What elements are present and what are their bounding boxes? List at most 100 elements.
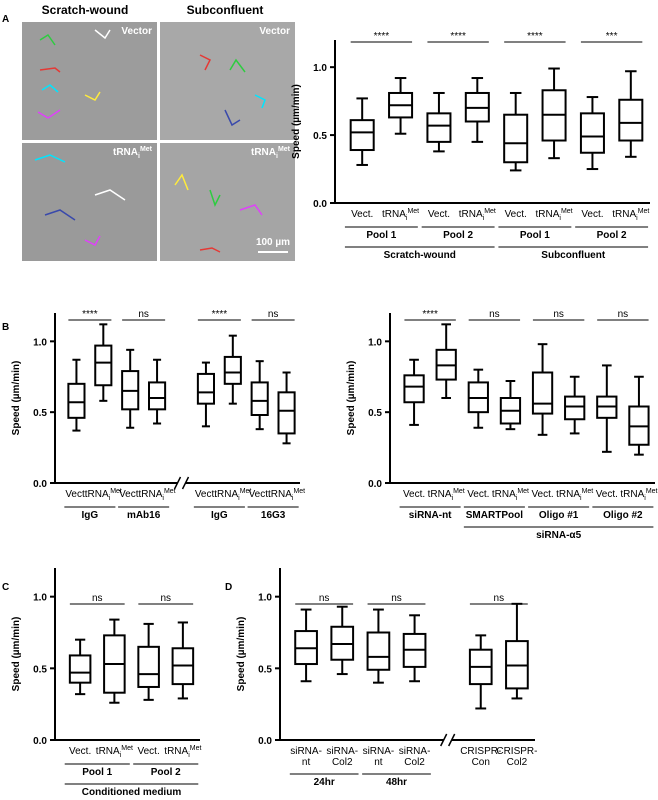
label-part: i bbox=[452, 495, 454, 502]
y-tick-label: 0.5 bbox=[368, 408, 382, 419]
label-line: siRNA- bbox=[363, 746, 395, 757]
label-part: i bbox=[406, 215, 408, 222]
label-part: i bbox=[188, 752, 190, 759]
micrograph bbox=[22, 143, 157, 261]
label-line: Col2 bbox=[332, 757, 353, 768]
box bbox=[403, 374, 425, 404]
y-tick-label: 1.0 bbox=[33, 593, 47, 604]
x-tick-label: tRNAiMet bbox=[459, 208, 496, 222]
x-tick-label: Vect. bbox=[505, 209, 527, 220]
label-part: Met bbox=[278, 146, 291, 153]
label-part: tRNA bbox=[556, 489, 580, 500]
x-tick-label: tRNAiMet bbox=[535, 208, 572, 222]
group-label: IgG bbox=[211, 510, 228, 521]
panel-letter: B bbox=[2, 322, 9, 333]
box bbox=[148, 381, 167, 411]
x-tick-label: Vect. bbox=[351, 209, 373, 220]
label-part: tRNA bbox=[96, 746, 120, 757]
box bbox=[196, 372, 215, 405]
label-line: siRNA- bbox=[399, 746, 431, 757]
micrograph bbox=[160, 22, 295, 140]
label-part: Met bbox=[110, 488, 122, 495]
label-part: tRNA bbox=[138, 489, 162, 500]
label-line: Col2 bbox=[404, 757, 425, 768]
group-label: Oligo #1 bbox=[539, 510, 579, 521]
box bbox=[67, 382, 86, 419]
label-part: tRNA bbox=[492, 489, 516, 500]
label-line: siRNA- bbox=[326, 746, 358, 757]
label-part: tRNA bbox=[382, 209, 406, 220]
box bbox=[68, 654, 92, 684]
label-part: tRNA bbox=[251, 147, 276, 158]
supergroup-label: Subconfluent bbox=[541, 250, 606, 261]
y-tick-label: 0.0 bbox=[368, 479, 382, 490]
label-part: i bbox=[292, 495, 294, 502]
cell-tracks bbox=[34, 29, 266, 253]
label-part: tRNA bbox=[85, 489, 109, 500]
label-line: nt bbox=[374, 757, 383, 768]
box bbox=[349, 119, 375, 152]
y-tick-label: 0.0 bbox=[313, 199, 327, 210]
label-part: Met bbox=[638, 208, 650, 215]
group-label: siRNA-nt bbox=[409, 510, 452, 521]
row-label: tRNAiMet bbox=[251, 146, 291, 160]
column-label: Scratch-wound bbox=[42, 3, 129, 17]
group-label: 48hr bbox=[386, 777, 407, 788]
box bbox=[531, 371, 554, 415]
group-label: SMARTPool bbox=[466, 510, 523, 521]
x-tick-label: tRNAiMet bbox=[268, 488, 305, 502]
micrographs: Scratch-wound Subconfluent Vector Vector… bbox=[22, 3, 295, 261]
x-tick-label: tRNAiMet bbox=[164, 745, 201, 759]
label-part: tRNA bbox=[428, 489, 452, 500]
y-tick-label: 0.5 bbox=[33, 664, 47, 675]
significance-label: ns bbox=[160, 593, 171, 604]
significance-label: ns bbox=[391, 593, 402, 604]
x-tick-label: Vect. bbox=[581, 209, 603, 220]
label-part: Met bbox=[240, 488, 252, 495]
x-tick-label: Vect. bbox=[69, 746, 91, 757]
row-label: Vector bbox=[121, 26, 152, 37]
label-line: Con bbox=[472, 757, 490, 768]
significance-label: ns bbox=[268, 309, 279, 320]
significance-label: ns bbox=[494, 593, 505, 604]
significance-label: ns bbox=[489, 309, 500, 320]
y-tick-label: 0.0 bbox=[33, 736, 47, 747]
box bbox=[564, 395, 586, 421]
panel-letter: C bbox=[2, 582, 9, 593]
scale-bar-label: 100 µm bbox=[256, 237, 290, 248]
x-tick-label: CRISPR-Con bbox=[460, 746, 501, 768]
label-part: i bbox=[483, 215, 485, 222]
label-part: Met bbox=[407, 208, 419, 215]
label-part: tRNA bbox=[164, 746, 188, 757]
label-line: siRNA- bbox=[290, 746, 322, 757]
label-part: i bbox=[516, 495, 518, 502]
label-part: i bbox=[636, 215, 638, 222]
group-label: 24hr bbox=[314, 777, 335, 788]
box bbox=[366, 631, 391, 671]
significance-label: *** bbox=[606, 31, 618, 42]
x-tick-label: Vect. bbox=[119, 489, 141, 500]
x-tick-label: Vect. bbox=[428, 209, 450, 220]
label-part: Met bbox=[561, 208, 573, 215]
group-label: Pool 1 bbox=[82, 767, 112, 778]
label-part: tRNA bbox=[535, 209, 559, 220]
panel-letter: A bbox=[2, 14, 9, 25]
y-axis-label: Speed (µm/min) bbox=[346, 361, 357, 436]
y-tick-label: 0.0 bbox=[33, 479, 47, 490]
micrograph bbox=[22, 22, 157, 140]
significance-label: **** bbox=[422, 309, 438, 320]
label-line: nt bbox=[302, 757, 311, 768]
label-part: i bbox=[238, 495, 240, 502]
x-tick-label: tRNAiMet bbox=[428, 488, 465, 502]
x-tick-label: tRNAiMet bbox=[85, 488, 122, 502]
label-part: i bbox=[276, 153, 278, 160]
column-label: Subconfluent bbox=[187, 3, 264, 17]
y-tick-label: 1.0 bbox=[313, 63, 327, 74]
axis-break bbox=[439, 733, 448, 747]
label-part: Met bbox=[293, 488, 305, 495]
label-part: Met bbox=[453, 488, 465, 495]
row-label: tRNAiMet bbox=[113, 146, 153, 160]
group-label: Pool 2 bbox=[597, 230, 627, 241]
y-axis-label: Speed (µm/min) bbox=[236, 617, 247, 692]
